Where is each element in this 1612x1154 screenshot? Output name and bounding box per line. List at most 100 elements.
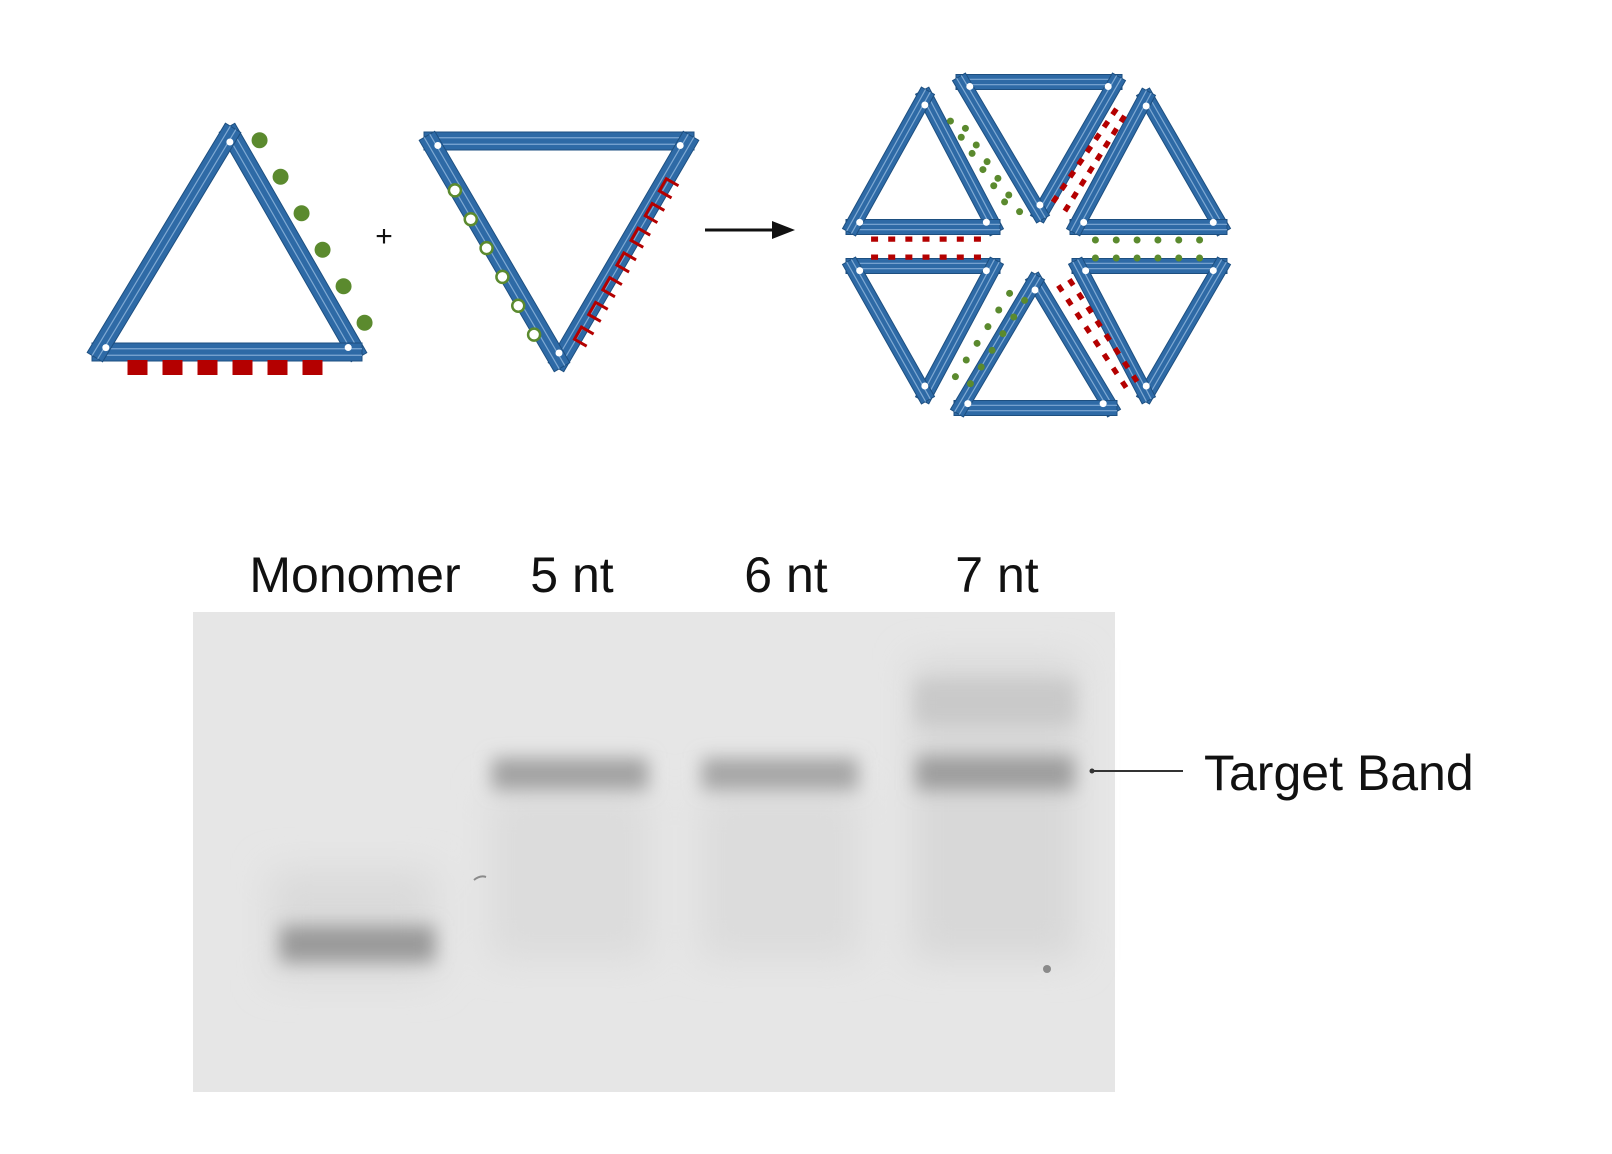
sticky-end-red [1112,346,1122,356]
edge-helix-stripe [850,259,931,400]
edge-helix-stripe [960,75,1046,219]
sticky-end-red [922,236,930,242]
sticky-end-red [1131,374,1140,384]
sticky-end-green [979,166,987,174]
sticky-end-socket-green [495,269,510,285]
sticky-end-socket-red [643,201,666,224]
vertex-marker [555,349,563,357]
sticky-end-green [961,124,969,132]
sticky-end-green [1001,198,1009,206]
gel-figure: Monomer 5 nt 6 nt 7 nt [193,547,1474,1092]
plus-sign: + [375,220,393,253]
sticky-end-socket-red [586,300,609,323]
origami-edge [1135,256,1232,405]
edge-helix-stripe [846,89,927,232]
sticky-end-red [1078,178,1087,187]
vertex-marker [1082,267,1090,275]
sticky-end-red [1118,114,1127,124]
sticky-end-socket-green [447,183,463,198]
edge-helix-stripe [1144,261,1227,402]
sticky-end-red [939,254,947,260]
lane-label-7nt: 7 nt [955,547,1039,603]
edge-helix-stripe [1038,77,1122,221]
sticky-end-green [1091,254,1099,262]
origami-edge [1069,219,1228,235]
sticky-end-green [1154,236,1162,244]
gel-band-target-5nt [492,758,648,790]
vertex-marker [1036,201,1044,209]
edge-helix-stripe [1033,274,1117,413]
sticky-end-socket-green [511,298,526,313]
sticky-end-red [1067,278,1076,287]
edge-helix-stripe [924,261,1000,402]
sticky-end-green [1112,236,1120,244]
edge-helix-stripe [429,133,566,366]
edge-helix-stripe [846,261,927,402]
sticky-end-socket-red [614,250,637,274]
sticky-end-green [1175,236,1183,244]
edge-helix-stripe [223,129,357,360]
sticky-end-red [1101,119,1111,129]
sticky-end-red [1121,360,1131,370]
sticky-end-red [162,360,183,375]
sticky-end-green [999,330,1007,338]
sticky-end-red [973,254,981,260]
edge-helix-stripe [919,91,995,234]
edge-helix-stripe [919,259,995,400]
sticky-end-green [988,346,996,354]
vertex-marker [966,82,974,90]
sticky-end-green [1010,313,1018,321]
sticky-end-green [962,356,970,364]
origami-edge [86,122,242,363]
sticky-end-red [1086,165,1095,175]
sticky-end-green [1021,296,1029,304]
sticky-end-green [1196,236,1204,244]
sticky-end-green [973,339,981,347]
sticky-end-red [1084,144,1094,154]
sticky-end-red [1094,152,1103,162]
sticky-end-red [1062,203,1071,213]
sticky-end-red [1103,333,1112,342]
edge-helix-stripe [1144,90,1227,232]
edge-helix-stripe [1140,92,1223,234]
sticky-end-red [1101,352,1111,362]
vertex-marker [226,138,234,146]
sticky-end-green [972,141,980,149]
reaction-arrow [705,221,795,239]
sticky-end-red [871,236,879,242]
sticky-end-green [1112,254,1120,262]
vertex-marker [921,382,929,390]
sticky-end-red [1076,291,1085,301]
sticky-end-green [1091,236,1099,244]
sticky-end-socket-green [479,240,494,256]
sticky-end-green [1016,208,1024,216]
sticky-end-red [973,236,981,242]
hexagon-assembly [841,72,1232,418]
origami-edge [91,342,363,362]
sticky-end-green [990,182,998,190]
sticky-end-red [1102,139,1111,149]
sticky-end-red [1110,366,1120,376]
vertex-marker [964,400,972,408]
sticky-end-green [984,323,992,331]
sticky-end-red [1110,107,1119,117]
edge-helix-stripe [552,133,689,366]
edge-helix-stripe [1077,259,1152,400]
origami-edge [949,271,1046,418]
sticky-end-red [939,236,947,242]
lane-label-5nt: 5 nt [530,547,614,603]
sticky-end-green [946,117,954,125]
vertex-marker [982,267,990,275]
sticky-end-green [293,205,310,222]
assembly-scheme: + [86,72,1232,418]
sticky-end-green [1005,191,1013,199]
gel-band-monomer [280,926,435,962]
gel-speck [473,875,487,881]
vertex-marker [982,218,990,226]
sticky-end-green [957,133,965,141]
origami-edge [845,258,1001,274]
sticky-end-red [956,254,964,260]
edge-helix-stripe [1070,90,1147,232]
vertex-marker [1031,286,1039,294]
sticky-end-green [1133,254,1141,262]
